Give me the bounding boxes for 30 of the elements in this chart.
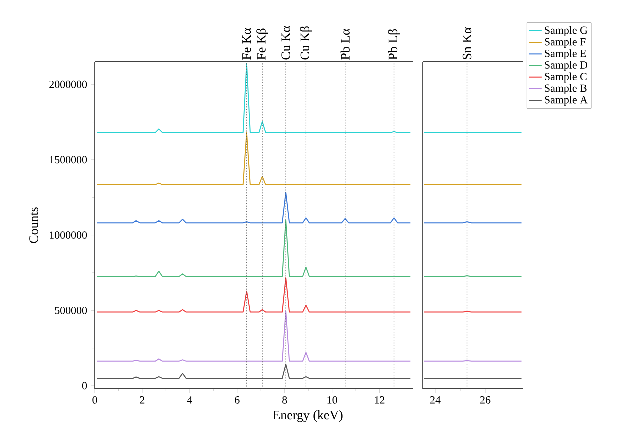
legend-label: Sample D bbox=[545, 61, 588, 72]
x-tick-label: 10 bbox=[328, 396, 338, 404]
y-tick-label: 500000 bbox=[55, 306, 88, 314]
x-tick-label: 4 bbox=[187, 396, 192, 404]
legend-label: Sample B bbox=[545, 84, 587, 94]
legend-label: Sample E bbox=[545, 50, 586, 60]
ref-line-label: Cu Kα bbox=[282, 26, 290, 60]
y-axis-title: Counts bbox=[30, 208, 38, 244]
legend-label: Sample F bbox=[545, 38, 586, 48]
y-tick-label: 2000000 bbox=[50, 80, 88, 88]
ref-line-label: Cu Kβ bbox=[300, 26, 312, 60]
x-tick-label: 8 bbox=[282, 396, 288, 404]
ref-line-label: Fe Kα bbox=[242, 28, 252, 60]
x-axis-title: Energy (keV) bbox=[273, 410, 343, 422]
x-tick-label: 6 bbox=[235, 396, 240, 404]
legend-label: Sample C bbox=[545, 72, 587, 83]
x-tick-label: 2 bbox=[140, 396, 145, 404]
ref-line-label: Pb Lβ bbox=[388, 29, 400, 60]
ref-line-label: Sn Kα bbox=[462, 28, 472, 60]
x-tick-label: 0 bbox=[92, 396, 98, 404]
y-tick-label: 0 bbox=[82, 382, 88, 390]
y-tick-label: 1500000 bbox=[50, 156, 88, 164]
legend-label: Sample G bbox=[545, 26, 588, 36]
y-tick-label: 1000000 bbox=[50, 232, 88, 239]
ref-line-label: Pb Lα bbox=[340, 28, 350, 60]
legend-label: Sample A bbox=[545, 96, 588, 106]
ref-line-label: Fe Kβ bbox=[256, 28, 268, 60]
x-tick-label: 24 bbox=[430, 396, 441, 404]
x-tick-label: 26 bbox=[480, 396, 491, 404]
x-tick-label: 12 bbox=[375, 396, 385, 404]
